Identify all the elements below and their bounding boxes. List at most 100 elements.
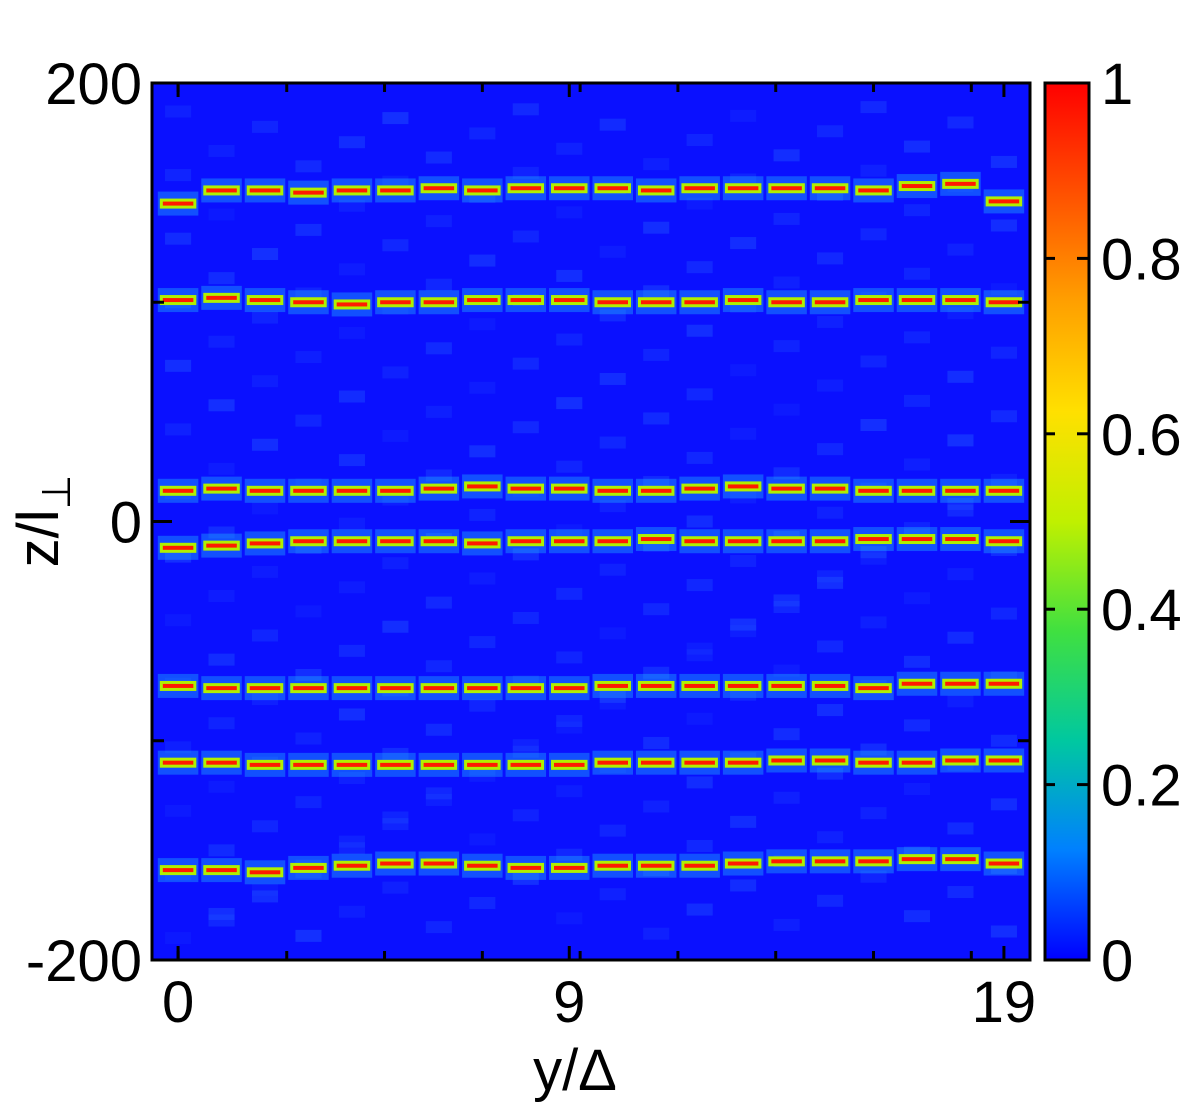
column-texture (817, 379, 844, 392)
column-texture (512, 809, 539, 822)
column-texture (425, 921, 452, 934)
peak-core (597, 863, 628, 868)
peak-core (206, 486, 237, 491)
column-texture (903, 394, 931, 407)
peak-core (206, 686, 237, 691)
peak-core (771, 186, 802, 191)
peak-core (901, 537, 933, 542)
peak-core (945, 298, 976, 303)
peak-core (336, 302, 368, 307)
column-texture (947, 504, 974, 517)
column-texture (512, 357, 539, 370)
column-texture (773, 403, 800, 416)
peak-core (423, 186, 455, 191)
peak-core (293, 190, 324, 195)
column-texture (947, 631, 974, 644)
svg-text:z/l⊥: z/l⊥ (6, 475, 79, 568)
column-texture (469, 127, 496, 140)
column-texture (730, 109, 757, 122)
column-texture (730, 688, 757, 701)
column-texture (425, 793, 452, 806)
peak-core (771, 486, 802, 491)
peak-core (858, 298, 889, 303)
column-texture (817, 576, 844, 589)
column-texture (382, 112, 409, 125)
column-texture (295, 414, 322, 427)
peak-core (945, 857, 976, 862)
column-texture (773, 728, 800, 741)
peak-core (945, 537, 976, 542)
column-texture (251, 629, 279, 642)
column-texture (469, 381, 496, 394)
column-texture (990, 798, 1017, 811)
column-texture (686, 712, 713, 725)
column-texture (686, 197, 713, 210)
peak-core (814, 486, 846, 491)
column-texture (817, 767, 844, 780)
column-texture (295, 351, 322, 364)
column-texture (773, 791, 800, 804)
column-texture (643, 285, 670, 298)
peak-core (249, 762, 281, 767)
peak-core (727, 861, 759, 866)
column-texture (556, 721, 583, 734)
peak-core (380, 861, 411, 866)
y-axis-title-main: z/l (6, 509, 71, 567)
column-texture (860, 355, 887, 368)
column-texture (599, 436, 626, 449)
column-texture (556, 206, 583, 219)
column-texture (903, 655, 931, 668)
column-texture (686, 776, 713, 789)
column-texture (295, 287, 322, 300)
column-texture (338, 136, 365, 149)
peak-core (467, 484, 498, 489)
column-texture (773, 594, 800, 607)
column-texture (382, 818, 409, 831)
column-texture (773, 340, 800, 353)
column-texture (469, 636, 496, 649)
column-texture (556, 715, 583, 728)
peak-core (988, 539, 1020, 544)
column-texture (817, 704, 844, 717)
peak-core (162, 683, 194, 688)
column-texture (165, 105, 192, 118)
peak-core (727, 298, 759, 303)
column-texture (208, 335, 235, 348)
column-texture (903, 140, 931, 153)
column-texture (643, 476, 670, 489)
peak-core (380, 539, 411, 544)
peak-core (510, 686, 542, 691)
column-texture (251, 890, 279, 903)
column-texture (469, 254, 496, 267)
column-texture (990, 283, 1017, 296)
column-texture (947, 307, 974, 320)
column-texture (599, 888, 626, 901)
column-texture (599, 372, 626, 385)
peak-core (423, 539, 455, 544)
column-texture (990, 734, 1017, 747)
peak-core (206, 188, 237, 193)
peak-core (640, 760, 672, 765)
column-texture (643, 412, 670, 425)
peak-core (423, 762, 455, 767)
column-texture (338, 263, 365, 276)
column-texture (251, 248, 279, 261)
column-texture (686, 261, 713, 274)
column-texture (817, 570, 844, 583)
column-texture (425, 278, 452, 291)
peak-core (467, 863, 498, 868)
column-texture (295, 605, 322, 618)
column-texture (990, 155, 1017, 168)
peak-core (988, 488, 1020, 493)
column-texture (643, 603, 670, 616)
peak-core (901, 488, 933, 493)
peak-core (858, 188, 889, 193)
column-texture (295, 223, 322, 236)
column-texture (251, 565, 279, 578)
column-texture (947, 243, 974, 256)
column-texture (730, 554, 757, 567)
plot-background (152, 83, 1030, 960)
column-texture (556, 333, 583, 346)
colorbar-tick-label: 0 (1101, 929, 1133, 994)
y-tick-label: 200 (45, 52, 142, 117)
